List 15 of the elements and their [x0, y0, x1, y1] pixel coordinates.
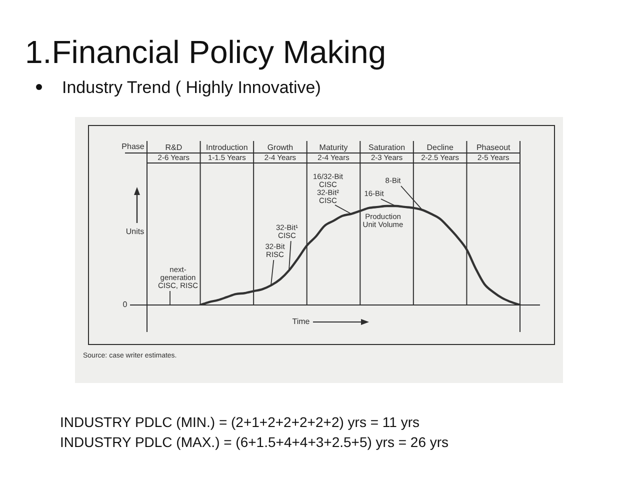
text: Phase: [122, 142, 145, 152]
x-tick-label: Growth: [267, 143, 294, 152]
x-tick-label: Saturation: [368, 143, 406, 152]
text: INDUSTRY PDLC (MAX.) = (6+1.5+4+4+3+2.5+5) yrs = 26 yrs: [60, 434, 449, 450]
x-tick-label: R&D: [165, 143, 182, 152]
x-tick-label: Introduction: [206, 143, 248, 152]
x-tick-label: Phaseout: [476, 143, 512, 152]
text: INDUSTRY PDLC (MIN.) = (2+1+2+2+2+2+2) yrs = 11 yrs: [60, 414, 420, 430]
text: 0: [122, 300, 128, 310]
x-axis-title: Time: [292, 317, 310, 326]
chart-subtitle: Industry Trend ( Highly Innovative): [62, 78, 321, 97]
chart-title: 1.Financial Policy Making: [25, 34, 386, 70]
x-tick-label: Decline: [426, 143, 454, 152]
y-axis-title: Units: [126, 227, 144, 236]
x-tick-label: Maturity: [319, 143, 348, 152]
